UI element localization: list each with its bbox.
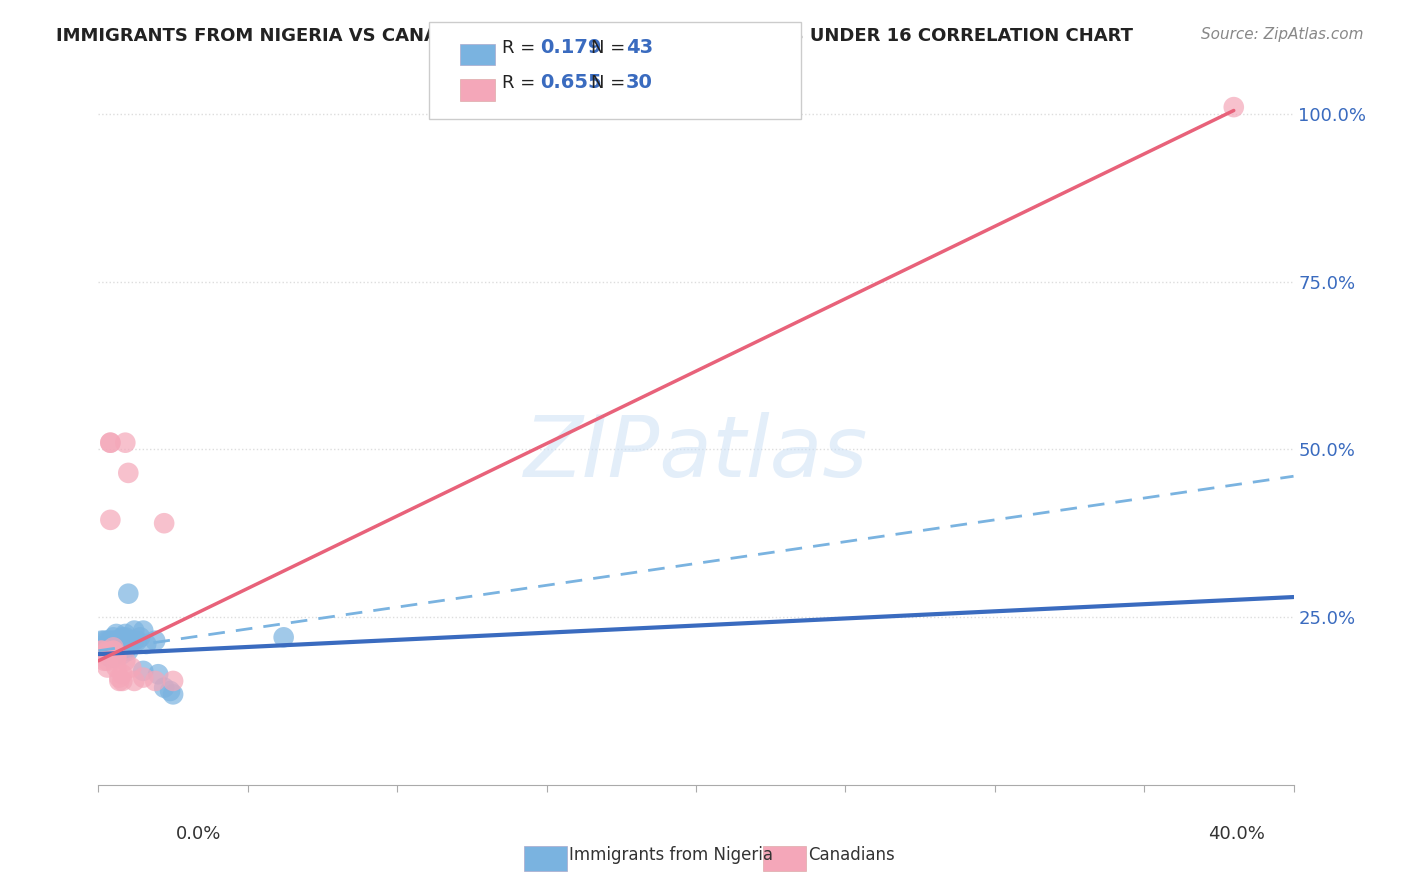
Point	[114, 644, 136, 658]
Point	[127, 633, 149, 648]
Point	[96, 654, 118, 668]
Point	[143, 633, 166, 648]
Point	[98, 633, 122, 648]
Text: 30: 30	[626, 73, 652, 92]
Point	[93, 640, 115, 655]
Point	[153, 681, 176, 695]
Point	[120, 660, 142, 674]
Point	[148, 667, 170, 681]
Text: IMMIGRANTS FROM NIGERIA VS CANADIAN CHILD POVERTY AMONG GIRLS UNDER 16 CORRELATI: IMMIGRANTS FROM NIGERIA VS CANADIAN CHIL…	[56, 27, 1133, 45]
Point	[105, 647, 128, 661]
Point	[103, 630, 125, 644]
Text: 40.0%: 40.0%	[1209, 825, 1265, 843]
Point	[111, 667, 134, 681]
Point	[129, 630, 152, 644]
Point	[162, 673, 184, 688]
Point	[105, 627, 128, 641]
Point	[103, 633, 125, 648]
Point	[96, 640, 118, 655]
Point	[98, 435, 122, 450]
Text: Canadians: Canadians	[808, 846, 896, 863]
Point	[98, 435, 122, 450]
Point	[108, 637, 131, 651]
Point	[98, 513, 122, 527]
Point	[162, 687, 184, 701]
Point	[93, 647, 115, 661]
Point	[114, 627, 136, 641]
Text: R =: R =	[502, 38, 541, 56]
Point	[90, 644, 112, 658]
Text: 0.655: 0.655	[540, 73, 602, 92]
Point	[120, 633, 142, 648]
Text: Immigrants from Nigeria: Immigrants from Nigeria	[569, 846, 773, 863]
Point	[96, 660, 118, 674]
Point	[103, 644, 125, 658]
Point	[108, 644, 131, 658]
Point	[108, 673, 131, 688]
Point	[114, 435, 136, 450]
Text: Source: ZipAtlas.com: Source: ZipAtlas.com	[1201, 27, 1364, 42]
Point	[103, 644, 125, 658]
Point	[111, 673, 134, 688]
Point	[108, 671, 131, 685]
Point	[103, 650, 125, 665]
Point	[93, 654, 115, 668]
Point	[90, 633, 112, 648]
Point	[1223, 100, 1246, 114]
Point	[153, 516, 176, 531]
Point	[135, 637, 157, 651]
Point	[103, 644, 125, 658]
Point	[105, 660, 128, 674]
Point	[114, 654, 136, 668]
Point	[93, 633, 115, 648]
Text: N =: N =	[591, 74, 630, 92]
Point	[103, 640, 125, 655]
Text: 43: 43	[626, 37, 652, 56]
Point	[108, 637, 131, 651]
Point	[90, 644, 112, 658]
Point	[98, 650, 122, 665]
Point	[111, 630, 134, 644]
Point	[96, 644, 118, 658]
Point	[105, 633, 128, 648]
Point	[132, 671, 155, 685]
Point	[96, 633, 118, 648]
Point	[117, 633, 139, 648]
Point	[117, 466, 139, 480]
Point	[273, 630, 295, 644]
Text: R =: R =	[502, 74, 541, 92]
Point	[111, 647, 134, 661]
Text: 0.0%: 0.0%	[176, 825, 221, 843]
Point	[132, 624, 155, 638]
Point	[124, 633, 146, 648]
Point	[105, 650, 128, 665]
Text: ZIPatlas: ZIPatlas	[524, 412, 868, 495]
Point	[111, 633, 134, 648]
Point	[132, 664, 155, 678]
Point	[117, 587, 139, 601]
Point	[114, 630, 136, 644]
Point	[105, 650, 128, 665]
Point	[98, 640, 122, 655]
Point	[111, 633, 134, 648]
Point	[96, 637, 118, 651]
Point	[143, 673, 166, 688]
Point	[117, 644, 139, 658]
Text: N =: N =	[591, 38, 630, 56]
Point	[124, 673, 146, 688]
Point	[124, 624, 146, 638]
Text: 0.179: 0.179	[540, 37, 602, 56]
Point	[159, 684, 181, 698]
